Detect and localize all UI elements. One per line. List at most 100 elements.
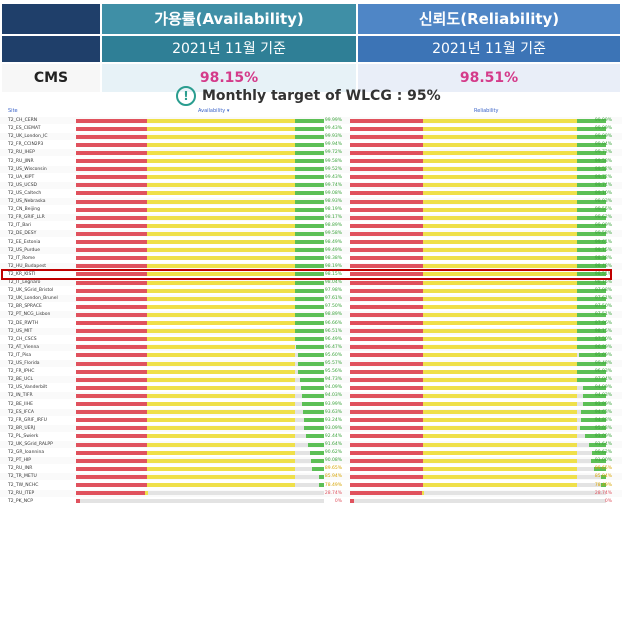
status-bar xyxy=(76,272,324,277)
status-bar xyxy=(350,402,606,406)
site-name[interactable]: T2_IN_TIFR xyxy=(8,393,33,399)
site-name[interactable]: T2_IT_Pisa xyxy=(8,352,32,358)
site-name[interactable]: T2_RU_JINR xyxy=(8,158,34,164)
site-name[interactable]: T2_UK_SGrid_Bristol xyxy=(8,288,54,294)
site-name[interactable]: T2_FR_IPHC xyxy=(8,369,35,375)
site-name[interactable]: T2_IT_Legnaro xyxy=(8,280,41,285)
availability-value: 93.24% xyxy=(324,417,342,423)
table-row: T2_UK_London_Brunel 97.61% 97.61% xyxy=(0,295,622,303)
table-row: T2_EE_Estonia 98.49% 99.61% xyxy=(0,239,622,246)
reliability-value: 97.04% xyxy=(594,377,612,383)
site-name[interactable]: T2_ES_IFCA xyxy=(8,409,34,415)
status-bar xyxy=(76,231,324,236)
site-name[interactable]: T2_UK_London_IC xyxy=(8,134,48,140)
status-bar xyxy=(76,240,324,244)
availability-value: 96.49% xyxy=(324,336,342,342)
site-name[interactable]: T2_FR_GRIF_IRFU xyxy=(8,417,47,423)
status-bar xyxy=(350,369,606,374)
table-row: T2_AT_Vienna 96.47% 96.99% xyxy=(0,343,622,351)
table-row: T2_BE_UCL 94.73% 97.04% xyxy=(0,376,622,384)
availability-value: 90.62% xyxy=(324,450,342,456)
availability-value: 94.73% xyxy=(324,377,342,383)
table-row: T2_ES_CIEMAT 99.43% 99.99% xyxy=(0,125,622,132)
site-name[interactable]: T2_BE_IIHE xyxy=(8,401,33,407)
site-name[interactable]: T2_ES_CIEMAT xyxy=(8,126,41,132)
site-name[interactable]: T2_CH_CSCS xyxy=(8,336,37,342)
site-name[interactable]: T2_KR_KISTI xyxy=(8,271,36,277)
site-name[interactable]: T2_EE_Estonia xyxy=(8,239,41,245)
site-name[interactable]: T2_UA_KIPT xyxy=(8,174,35,180)
status-bar xyxy=(350,312,606,317)
status-bar xyxy=(350,159,606,163)
site-name[interactable]: T2_US_Vanderbilt xyxy=(8,385,48,391)
status-bar xyxy=(350,499,606,504)
highlight-kisti-row xyxy=(1,268,612,280)
site-name[interactable]: T2_US_Caltech xyxy=(8,190,42,196)
reliability-value: 99.58% xyxy=(594,158,612,164)
site-name[interactable]: T2_DE_RWTH xyxy=(8,320,38,326)
col-reliability[interactable]: Reliability xyxy=(474,108,499,114)
site-name[interactable]: T2_PK_NCP xyxy=(8,498,33,504)
status-bar xyxy=(350,410,606,415)
monthly-target: ! Monthly target of WLCG : 95% xyxy=(176,86,441,106)
site-name[interactable]: T2_BR_SPRACE xyxy=(8,304,42,310)
table-row: T2_CN_Beijing 98.19% 99.55% xyxy=(0,206,622,213)
site-name[interactable]: T2_TR_METU xyxy=(8,474,37,480)
site-name[interactable]: T2_IT_Bari xyxy=(8,223,32,229)
table-row: T2_KR_KISTI 98.15% 98.51% xyxy=(0,271,622,278)
site-name[interactable]: T2_DE_DESY xyxy=(8,231,37,237)
site-name[interactable]: T2_BE_UCL xyxy=(8,377,33,383)
reliability-value: 96.93% xyxy=(594,369,612,375)
status-bar xyxy=(76,345,324,350)
status-bar xyxy=(76,353,324,358)
status-bar xyxy=(350,199,606,204)
availability-value: 99.43% xyxy=(324,126,342,132)
site-name[interactable]: T2_PT_HIP xyxy=(8,458,31,464)
site-name[interactable]: T2_CH_CERN xyxy=(8,118,38,123)
table-row: T2_PK_NCP 0% 0% xyxy=(0,498,622,505)
site-name[interactable]: T2_RU_INR xyxy=(8,466,33,472)
status-bar xyxy=(350,118,606,123)
status-bar xyxy=(350,483,606,487)
site-name[interactable]: T2_IT_Rome xyxy=(8,255,36,261)
availability-value: 99.58% xyxy=(324,158,342,164)
site-name[interactable]: T2_UK_London_Brunel xyxy=(8,296,58,302)
table-row: T2_PT_NCG_Lisbon 98.89% 97.51% xyxy=(0,311,622,319)
site-name[interactable]: T2_US_MIT xyxy=(8,328,33,334)
reliability-period: 2021년 11월 기준 xyxy=(358,36,620,62)
site-name[interactable]: T2_BR_UERJ xyxy=(8,425,35,431)
site-name[interactable]: T2_GR_Ioannina xyxy=(8,450,45,456)
site-name[interactable]: T2_RU_ITEP xyxy=(8,490,35,496)
site-name[interactable]: T2_US_Purdue xyxy=(8,247,40,253)
site-name[interactable]: T2_CN_Beijing xyxy=(8,207,40,213)
status-bar xyxy=(76,150,324,155)
status-bar xyxy=(350,240,606,244)
table-row: T2_FR_GRIF_LLR 98.17% 98.62% xyxy=(0,214,622,222)
site-name[interactable]: T2_PT_NCG_Lisbon xyxy=(8,312,51,318)
site-name[interactable]: T2_PL_Swierk xyxy=(8,433,39,439)
reliability-value: 98.15% xyxy=(594,280,612,285)
table-row: T2_UA_KIPT 99.43% 99.72% xyxy=(0,174,622,181)
status-bar xyxy=(350,377,606,382)
site-name[interactable]: T2_TW_NCHC xyxy=(8,482,39,488)
site-name[interactable]: T2_US_UCSD xyxy=(8,182,38,188)
table-row: T2_BR_SPRACE 97.50% 97.50% xyxy=(0,303,622,310)
site-name[interactable]: T2_FR_GRIF_LLR xyxy=(8,215,45,221)
reliability-value: 98.38% xyxy=(594,255,612,261)
availability-value: 99.58% xyxy=(324,231,342,237)
site-name[interactable]: T2_UK_SGrid_RALPP xyxy=(8,442,53,447)
table-row: T2_UK_SGrid_Bristol 97.98% 97.98% xyxy=(0,287,622,294)
site-name[interactable]: T2_HU_Budapest xyxy=(8,263,47,269)
site-name[interactable]: T2_RU_IHEP xyxy=(8,150,35,156)
col-availability[interactable]: Availability ▾ xyxy=(198,108,230,114)
reliability-value: 99.15% xyxy=(594,247,612,253)
site-name[interactable]: T2_AT_Vienna xyxy=(8,344,40,350)
site-name[interactable]: T2_US_Nebraska xyxy=(8,199,46,204)
col-site[interactable]: Site xyxy=(8,108,18,114)
availability-value: 92.44% xyxy=(324,433,342,439)
site-name[interactable]: T2_FR_CCIN2P3 xyxy=(8,142,44,148)
site-name[interactable]: T2_US_Florida xyxy=(8,361,40,366)
table-row: T2_TR_METU 85.94% 85.94% xyxy=(0,473,622,481)
site-name[interactable]: T2_US_Wisconsin xyxy=(8,166,47,172)
reliability-value: 97.61% xyxy=(594,296,612,302)
